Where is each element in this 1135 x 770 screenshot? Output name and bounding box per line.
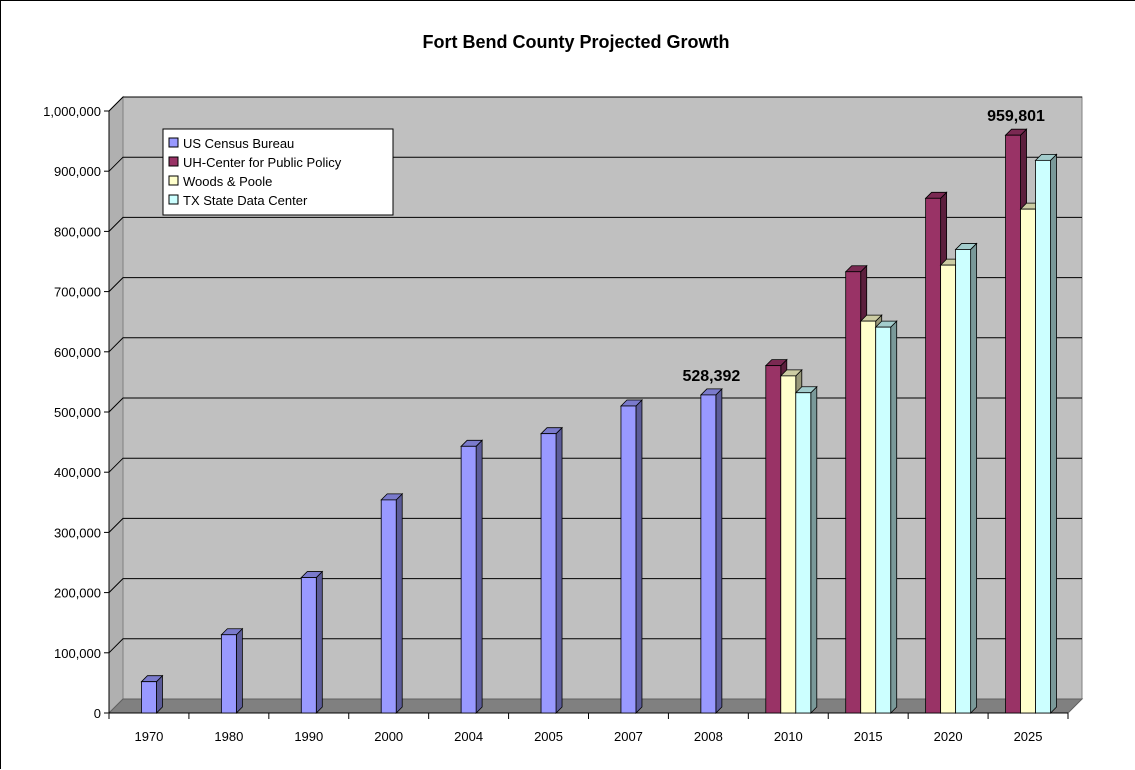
bar-front xyxy=(620,405,637,714)
y-tick-label: 100,000 xyxy=(54,646,101,661)
bar-front xyxy=(1005,134,1021,714)
legend-label: TX State Data Center xyxy=(183,193,308,208)
bar-front xyxy=(795,392,812,714)
bar xyxy=(874,320,898,714)
gridline xyxy=(108,457,1082,473)
bar-front xyxy=(860,320,877,714)
bar-side xyxy=(715,387,723,714)
x-tick-label: 2008 xyxy=(694,729,723,744)
y-tick-label: 200,000 xyxy=(54,586,101,601)
bar xyxy=(954,242,978,714)
x-tick-label: 2000 xyxy=(374,729,403,744)
y-tick-label: 1,000,000 xyxy=(43,104,101,119)
x-tick-label: 2010 xyxy=(774,729,803,744)
legend: US Census Bureau UH-Center for Public Pol… xyxy=(162,128,394,216)
legend-swatch xyxy=(168,156,179,167)
bar-front xyxy=(875,326,892,714)
chart-title: Fort Bend County Projected Growth xyxy=(422,32,729,52)
x-tick-label: 2025 xyxy=(1014,729,1043,744)
bar-side xyxy=(555,426,563,714)
x-tick-label: 2020 xyxy=(934,729,963,744)
bar xyxy=(540,426,564,714)
gridline xyxy=(108,337,1082,353)
y-tick-label: 0 xyxy=(94,706,101,721)
gridline xyxy=(108,638,1082,654)
x-tick-label: 1970 xyxy=(134,729,163,744)
bar-front xyxy=(540,433,557,714)
bar-front xyxy=(955,249,972,714)
bar xyxy=(140,674,164,714)
bar-front xyxy=(460,445,477,714)
bar-front xyxy=(141,681,157,714)
bar xyxy=(300,570,324,714)
legend-swatch xyxy=(168,175,179,186)
legend-label: US Census Bureau xyxy=(183,136,294,151)
bar-side xyxy=(970,242,978,714)
bar xyxy=(794,385,818,714)
legend-label: Woods & Poole xyxy=(183,174,272,189)
gridline xyxy=(108,96,1082,112)
bar xyxy=(220,627,244,714)
bar-side xyxy=(1050,153,1057,714)
data-label: 959,801 xyxy=(987,108,1045,125)
gridline xyxy=(108,277,1082,292)
gridline xyxy=(108,397,1082,413)
bar-side xyxy=(315,570,323,714)
bar-front xyxy=(845,271,862,714)
bar-side xyxy=(635,399,643,714)
bar xyxy=(699,387,723,714)
y-tick-label: 600,000 xyxy=(54,345,101,360)
x-tick-label: 2015 xyxy=(854,729,883,744)
bar xyxy=(1034,153,1058,714)
bar-front xyxy=(765,365,782,714)
bar-front xyxy=(220,634,237,714)
bar-side xyxy=(235,627,243,714)
y-tick-label: 900,000 xyxy=(54,164,101,179)
gridline xyxy=(108,216,1082,232)
x-tick-label: 2005 xyxy=(534,729,563,744)
y-tick-label: 300,000 xyxy=(54,525,101,540)
x-tick-label: 1990 xyxy=(294,729,323,744)
bar-side xyxy=(475,439,483,714)
bar xyxy=(460,439,484,714)
bar xyxy=(619,399,643,714)
gridline xyxy=(108,578,1082,593)
plot-area: 0 100,000 200,000 300,000 400,000 500,000 600,… xyxy=(43,95,1084,744)
y-tick-label: 500,000 xyxy=(54,405,101,420)
bar-front xyxy=(940,264,957,714)
legend-swatch xyxy=(168,194,179,205)
data-label: 528,392 xyxy=(682,368,740,385)
bar-front xyxy=(780,375,797,714)
bar-front xyxy=(1035,159,1051,714)
bar-side xyxy=(395,492,403,714)
gridline xyxy=(108,156,1082,172)
y-tick-label: 800,000 xyxy=(54,224,101,239)
x-tick-label: 1980 xyxy=(214,729,243,744)
bar-side xyxy=(810,385,818,714)
legend-label: UH-Center for Public Policy xyxy=(183,155,342,170)
legend-box xyxy=(162,128,394,216)
x-tick-label: 2004 xyxy=(454,729,483,744)
bar xyxy=(380,492,404,714)
bar-front xyxy=(925,197,942,714)
gridline xyxy=(108,517,1082,533)
bar-front xyxy=(1020,208,1036,714)
x-tick-label: 2007 xyxy=(614,729,643,744)
bar-side xyxy=(890,320,898,714)
y-tick-label: 700,000 xyxy=(54,285,101,300)
legend-swatch xyxy=(168,137,179,148)
bar-front xyxy=(700,394,717,714)
y-tick-label: 400,000 xyxy=(54,465,101,480)
bar-front xyxy=(300,577,317,714)
bar-front xyxy=(380,499,397,714)
